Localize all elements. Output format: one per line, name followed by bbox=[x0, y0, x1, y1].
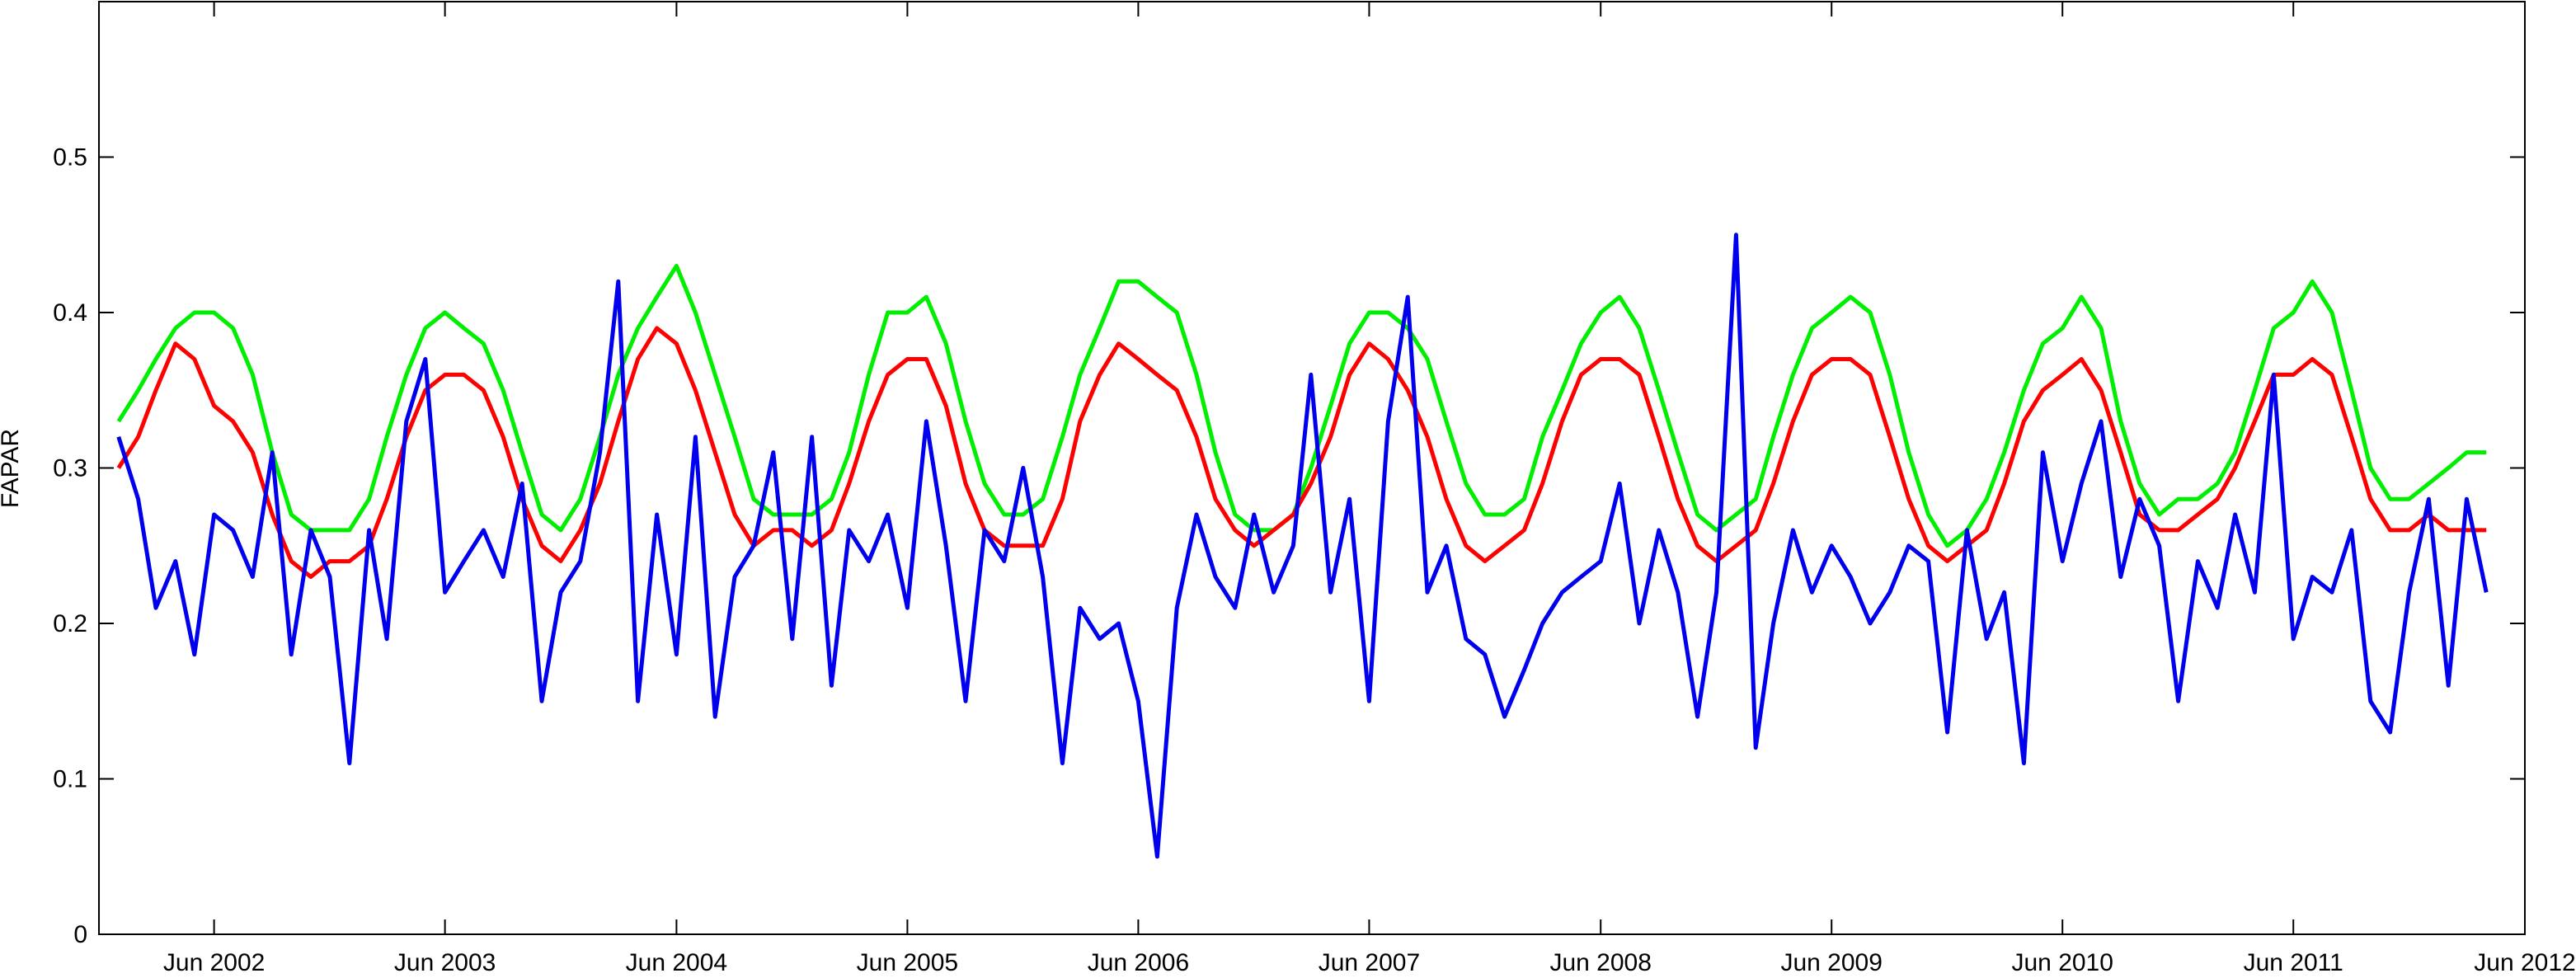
x-tick-label: Jun 2004 bbox=[626, 949, 727, 976]
y-axis: 0 0.1 0.2 0.3 0.4 0.5 bbox=[53, 144, 2525, 948]
x-tick-label: Jun 2011 bbox=[2244, 949, 2343, 976]
x-axis: Jun 2002 Jun 2003 Jun 2004 Jun 2005 Jun 2006… bbox=[163, 2, 2576, 976]
series-line-3 bbox=[116, 233, 2489, 859]
y-tick-label: 0.3 bbox=[53, 455, 87, 482]
y-tick-label: 0.2 bbox=[53, 610, 87, 637]
x-tick-label: Jun 2005 bbox=[857, 949, 958, 976]
x-tick-label: Jun 2002 bbox=[163, 949, 265, 976]
x-tick-label: Jun 2006 bbox=[1088, 949, 1189, 976]
series-line-1 bbox=[116, 264, 2487, 548]
x-tick-label: Jun 2012 bbox=[2474, 949, 2575, 976]
x-tick-label: Jun 2003 bbox=[394, 949, 496, 976]
series-layer bbox=[116, 233, 2489, 859]
x-tick-label: Jun 2009 bbox=[1780, 949, 1882, 976]
x-tick-label: Jun 2010 bbox=[2011, 949, 2113, 976]
x-tick-label: Jun 2008 bbox=[1549, 949, 1651, 976]
y-tick-label: 0.4 bbox=[53, 299, 87, 327]
x-tick-label: Jun 2007 bbox=[1319, 949, 1420, 976]
series-line-2 bbox=[116, 326, 2487, 579]
y-tick-label: 0.1 bbox=[53, 766, 87, 793]
y-axis-title: FAPAR bbox=[0, 429, 24, 508]
y-tick-label: 0 bbox=[73, 921, 87, 948]
y-tick-label: 0.5 bbox=[53, 144, 87, 172]
